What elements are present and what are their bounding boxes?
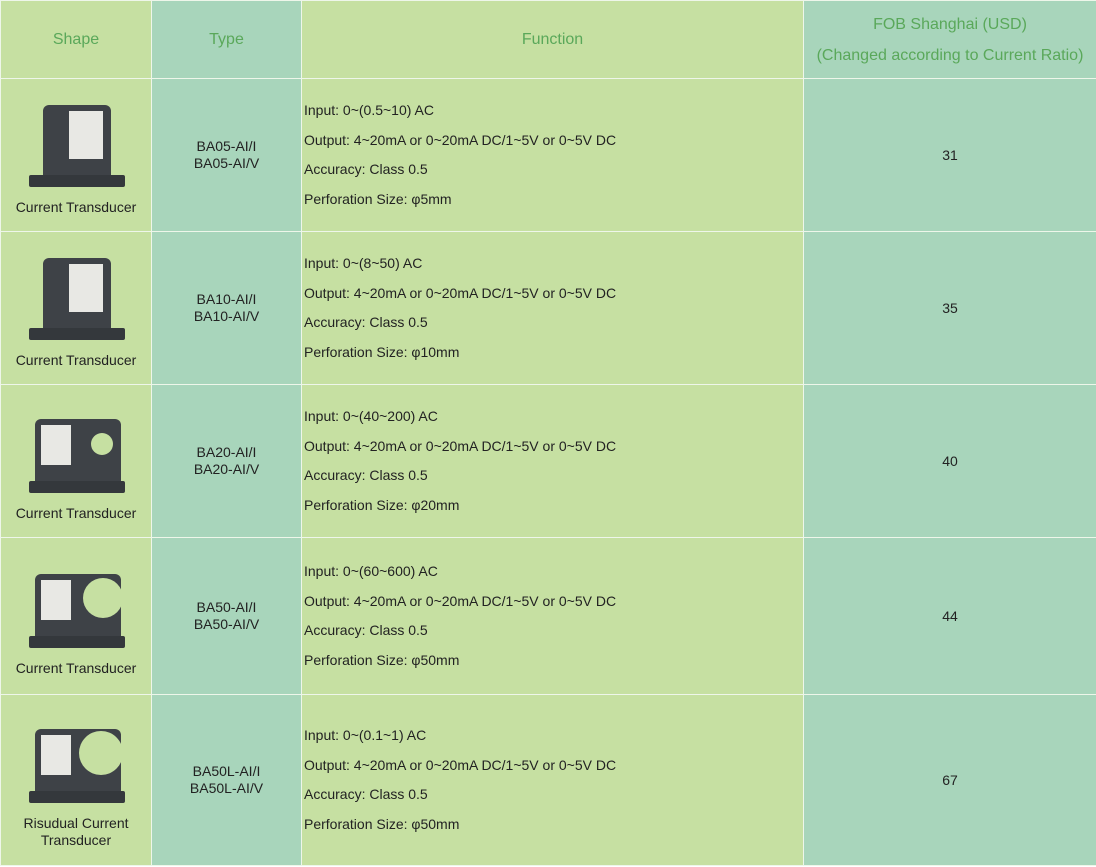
header-function: Function xyxy=(301,0,804,79)
product-caption: Current Transducer xyxy=(15,351,137,368)
type-v: BA05-AI/V xyxy=(193,155,260,171)
transducer-image xyxy=(21,711,131,811)
transducer-image xyxy=(21,95,131,195)
table-row: Current Transducer BA05-AI/I BA05-AI/V I… xyxy=(0,78,1096,232)
product-caption: Risudual Current Transducer xyxy=(23,815,129,848)
type-v: BA20-AI/V xyxy=(193,461,260,477)
perforation-spec: Perforation Size: φ50mm xyxy=(304,815,460,832)
table-row: Current Transducer BA10-AI/I BA10-AI/V I… xyxy=(0,231,1096,385)
transducer-image xyxy=(21,556,131,656)
header-fob-title: FOB Shanghai (USD) xyxy=(873,15,1027,33)
perforation-spec: Perforation Size: φ10mm xyxy=(304,343,460,360)
header-row: Shape Type Function FOB Shanghai (USD) (… xyxy=(0,0,1096,79)
output-spec: Output: 4~20mA or 0~20mA DC/1~5V or 0~5V… xyxy=(304,284,617,301)
input-spec: Input: 0~(0.1~1) AC xyxy=(304,727,427,743)
product-caption: Current Transducer xyxy=(15,198,137,215)
shape-cell: Current Transducer xyxy=(0,384,152,538)
price-cell: 44 xyxy=(803,537,1096,695)
type-i: BA50-AI/I xyxy=(196,599,257,615)
type-cell: BA50L-AI/I BA50L-AI/V xyxy=(151,694,302,866)
input-spec: Input: 0~(0.5~10) AC xyxy=(304,102,434,118)
transducer-image xyxy=(21,401,131,501)
type-v: BA50L-AI/V xyxy=(189,780,264,796)
type-cell: BA05-AI/I BA05-AI/V xyxy=(151,78,302,232)
input-spec: Input: 0~(40~200) AC xyxy=(304,408,438,424)
accuracy-spec: Accuracy: Class 0.5 xyxy=(304,161,428,177)
output-spec: Output: 4~20mA or 0~20mA DC/1~5V or 0~5V… xyxy=(304,592,617,609)
type-cell: BA10-AI/I BA10-AI/V xyxy=(151,231,302,385)
type-i: BA05-AI/I xyxy=(196,138,257,154)
price-cell: 31 xyxy=(803,78,1096,232)
shape-cell: Current Transducer xyxy=(0,78,152,232)
type-i: BA10-AI/I xyxy=(196,291,257,307)
accuracy-spec: Accuracy: Class 0.5 xyxy=(304,622,428,638)
function-cell: Input: 0~(0.1~1) AC Output: 4~20mA or 0~… xyxy=(301,694,804,866)
output-spec: Output: 4~20mA or 0~20mA DC/1~5V or 0~5V… xyxy=(304,756,617,773)
type-cell: BA20-AI/I BA20-AI/V xyxy=(151,384,302,538)
price-cell: 35 xyxy=(803,231,1096,385)
shape-cell: Current Transducer xyxy=(0,231,152,385)
shape-cell: Risudual Current Transducer xyxy=(0,694,152,866)
input-spec: Input: 0~(60~600) AC xyxy=(304,563,438,579)
product-caption: Current Transducer xyxy=(15,504,137,521)
header-fob: FOB Shanghai (USD) (Changed according to… xyxy=(803,0,1096,79)
transducer-image xyxy=(21,248,131,348)
perforation-spec: Perforation Size: φ50mm xyxy=(304,651,460,668)
function-cell: Input: 0~(60~600) AC Output: 4~20mA or 0… xyxy=(301,537,804,695)
header-fob-note: (Changed according to Current Ratio) xyxy=(816,46,1084,64)
type-i: BA50L-AI/I xyxy=(192,763,261,779)
table-row: Risudual Current Transducer BA50L-AI/I B… xyxy=(0,694,1096,866)
type-i: BA20-AI/I xyxy=(196,444,257,460)
accuracy-spec: Accuracy: Class 0.5 xyxy=(304,786,428,802)
output-spec: Output: 4~20mA or 0~20mA DC/1~5V or 0~5V… xyxy=(304,131,617,148)
function-cell: Input: 0~(0.5~10) AC Output: 4~20mA or 0… xyxy=(301,78,804,232)
accuracy-spec: Accuracy: Class 0.5 xyxy=(304,314,428,330)
price-cell: 40 xyxy=(803,384,1096,538)
type-v: BA50-AI/V xyxy=(193,616,260,632)
header-type: Type xyxy=(151,0,302,79)
function-cell: Input: 0~(40~200) AC Output: 4~20mA or 0… xyxy=(301,384,804,538)
product-caption: Current Transducer xyxy=(15,659,137,676)
header-shape: Shape xyxy=(0,0,152,79)
table-row: Current Transducer BA50-AI/I BA50-AI/V I… xyxy=(0,537,1096,695)
function-cell: Input: 0~(8~50) AC Output: 4~20mA or 0~2… xyxy=(301,231,804,385)
price-cell: 67 xyxy=(803,694,1096,866)
perforation-spec: Perforation Size: φ5mm xyxy=(304,190,452,207)
type-cell: BA50-AI/I BA50-AI/V xyxy=(151,537,302,695)
shape-cell: Current Transducer xyxy=(0,537,152,695)
accuracy-spec: Accuracy: Class 0.5 xyxy=(304,467,428,483)
input-spec: Input: 0~(8~50) AC xyxy=(304,255,423,271)
perforation-spec: Perforation Size: φ20mm xyxy=(304,496,460,513)
table-row: Current Transducer BA20-AI/I BA20-AI/V I… xyxy=(0,384,1096,538)
type-v: BA10-AI/V xyxy=(193,308,260,324)
output-spec: Output: 4~20mA or 0~20mA DC/1~5V or 0~5V… xyxy=(304,437,617,454)
